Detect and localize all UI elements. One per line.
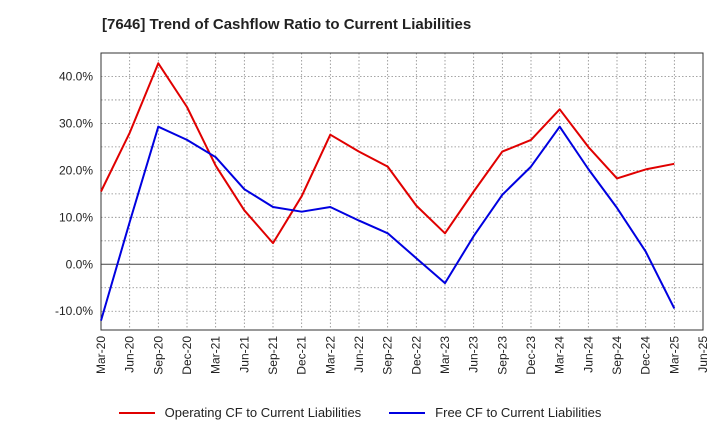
x-tick-label: Mar-23 [438, 336, 452, 374]
y-tick-label: 40.0% [59, 69, 93, 83]
x-tick-label: Sep-24 [610, 336, 624, 375]
x-tick-label: Jun-22 [352, 336, 366, 373]
legend-swatch-free-cf [389, 411, 426, 414]
x-tick-label: Mar-22 [323, 336, 337, 374]
y-tick-label: -10.0% [55, 304, 93, 318]
plot-frame [100, 52, 704, 331]
x-tick-label: Jun-24 [581, 336, 595, 373]
series-layer [100, 62, 676, 321]
x-tick-label: Jun-23 [467, 336, 481, 373]
series-line-0 [100, 62, 675, 245]
label-layer: -10.0% 0.0% 10.0% 20.0% 30.0% 40.0% Mar-20 Jun-… [55, 69, 710, 374]
legend-item-operating-cf: Operating CF to Current Liabilities [118, 405, 362, 420]
x-tick-label: Mar-25 [667, 336, 681, 374]
y-tick-label: 30.0% [59, 116, 93, 130]
x-tick-label: Dec-23 [524, 336, 538, 375]
legend-label-free-cf: Free CF to Current Liabilities [435, 405, 602, 420]
x-tick-label: Dec-21 [295, 336, 309, 375]
series-line-1 [100, 125, 676, 321]
legend-item-free-cf: Free CF to Current Liabilities [389, 405, 601, 420]
x-tick-label: Jun-20 [123, 336, 137, 373]
axis-layer [100, 52, 704, 331]
chart-title: [7646] Trend of Cashflow Ratio to Curren… [102, 16, 472, 33]
legend-swatch-operating-cf [118, 411, 155, 414]
x-tick-label: Dec-20 [180, 336, 194, 375]
x-tick-label: Jun-21 [237, 336, 251, 373]
y-tick-label: 0.0% [66, 257, 94, 271]
x-tick-label: Mar-24 [553, 336, 567, 374]
legend: Operating CF to Current Liabilities Free… [0, 405, 720, 420]
x-tick-label: Jun-25 [696, 336, 710, 373]
x-tick-label: Sep-23 [495, 336, 509, 375]
y-tick-label: 20.0% [59, 163, 93, 177]
x-tick-label: Sep-20 [151, 336, 165, 375]
x-tick-label: Sep-21 [266, 336, 280, 375]
grid-layer [100, 52, 704, 330]
legend-label-operating-cf: Operating CF to Current Liabilities [164, 405, 362, 420]
x-tick-label: Sep-22 [381, 336, 395, 375]
y-tick-label: 10.0% [59, 210, 93, 224]
x-tick-label: Mar-20 [94, 336, 108, 374]
x-tick-label: Dec-24 [639, 336, 653, 375]
x-tick-label: Mar-21 [209, 336, 223, 374]
x-tick-label: Dec-22 [409, 336, 423, 375]
